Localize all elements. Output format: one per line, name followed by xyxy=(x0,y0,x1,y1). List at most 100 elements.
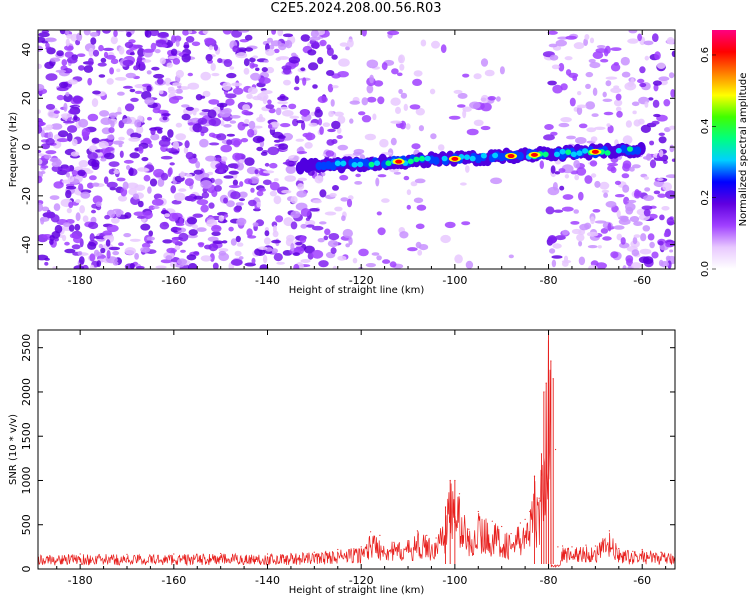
noise-blob xyxy=(232,179,238,186)
noise-blob xyxy=(469,101,481,109)
noise-blob xyxy=(191,41,201,47)
noise-blob xyxy=(317,95,328,104)
noise-blob xyxy=(132,193,139,200)
noise-blob xyxy=(129,262,135,269)
noise-blob xyxy=(551,259,557,268)
noise-blob xyxy=(223,124,232,128)
colorbar-label: Normalized spectral amplitude xyxy=(738,73,749,227)
noise-blob xyxy=(662,182,672,192)
noise-blob xyxy=(129,88,136,93)
noise-blob xyxy=(610,87,622,94)
noise-blob xyxy=(415,223,425,230)
noise-blob xyxy=(146,70,152,75)
noise-blob xyxy=(249,57,256,63)
noise-blob xyxy=(573,209,579,214)
noise-blob xyxy=(110,36,118,45)
noise-blob xyxy=(90,216,97,224)
noise-blob xyxy=(266,66,275,74)
noise-blob xyxy=(244,47,254,52)
noise-blob xyxy=(642,256,654,265)
line-y-tick-label: 2000 xyxy=(20,378,33,406)
noise-blob xyxy=(152,107,161,114)
noise-blob xyxy=(420,39,427,47)
noise-blob xyxy=(625,120,633,128)
noise-blob xyxy=(253,125,263,129)
noise-blob xyxy=(293,86,300,91)
noise-blob xyxy=(659,214,665,221)
noise-blob xyxy=(173,227,182,231)
noise-blob xyxy=(184,140,190,149)
noise-blob xyxy=(352,257,358,264)
signal-hotspot xyxy=(395,159,403,164)
noise-blob xyxy=(52,266,57,269)
noise-blob xyxy=(462,109,467,119)
noise-blob xyxy=(208,243,219,252)
noise-blob xyxy=(649,159,657,169)
noise-blob xyxy=(162,116,168,121)
noise-blob xyxy=(444,221,456,229)
noise-blob xyxy=(508,254,514,259)
noise-blob xyxy=(200,204,209,213)
noise-blob xyxy=(198,126,209,134)
snr-data-point xyxy=(266,553,269,555)
noise-blob xyxy=(308,62,319,71)
noise-blob xyxy=(462,73,470,78)
noise-blob xyxy=(352,152,362,156)
noise-blob xyxy=(165,255,173,261)
signal-band xyxy=(464,154,470,160)
noise-blob xyxy=(208,99,220,105)
noise-blob xyxy=(188,229,198,236)
noise-blob xyxy=(342,228,353,238)
noise-blob xyxy=(615,93,622,101)
noise-blob xyxy=(233,206,242,213)
noise-blob xyxy=(326,47,334,56)
noise-blob xyxy=(282,161,295,165)
noise-blob xyxy=(180,249,186,253)
noise-blob xyxy=(141,157,149,162)
noise-blob xyxy=(118,242,124,247)
noise-blob xyxy=(607,222,612,232)
noise-blob xyxy=(211,231,221,236)
noise-blob xyxy=(610,63,621,72)
noise-blob xyxy=(561,229,569,236)
noise-blob xyxy=(658,76,670,81)
noise-blob xyxy=(99,110,110,117)
noise-blob xyxy=(339,42,349,47)
snr-data-point xyxy=(510,533,512,535)
noise-blob xyxy=(648,213,658,219)
noise-blob xyxy=(620,237,626,245)
noise-blob xyxy=(38,63,42,69)
noise-blob xyxy=(300,259,311,263)
noise-blob xyxy=(256,190,264,197)
noise-blob xyxy=(377,227,386,236)
signal-band xyxy=(516,152,524,161)
noise-blob xyxy=(553,209,564,213)
noise-blob xyxy=(41,143,50,150)
noise-blob xyxy=(603,111,614,116)
noise-blob xyxy=(98,140,109,149)
noise-blob xyxy=(195,161,201,169)
noise-blob xyxy=(639,248,652,255)
noise-blob xyxy=(656,62,666,69)
noise-blob xyxy=(223,175,234,179)
noise-blob xyxy=(92,49,100,57)
noise-blob xyxy=(116,68,121,73)
noise-blob xyxy=(324,211,337,216)
noise-blob xyxy=(128,167,134,176)
noise-blob xyxy=(602,98,613,103)
noise-blob xyxy=(47,131,54,140)
noise-blob xyxy=(92,182,100,187)
noise-blob xyxy=(92,90,101,95)
snr-data-point xyxy=(538,497,540,499)
noise-blob xyxy=(605,76,618,80)
noise-blob xyxy=(228,226,234,232)
noise-blob xyxy=(663,232,669,238)
noise-blob xyxy=(118,143,123,148)
noise-blob xyxy=(41,206,50,212)
noise-blob xyxy=(292,118,299,127)
noise-blob xyxy=(607,125,614,134)
noise-blob xyxy=(652,80,662,86)
noise-blob xyxy=(275,107,282,116)
noise-blob xyxy=(669,144,675,153)
noise-blob xyxy=(113,169,120,175)
